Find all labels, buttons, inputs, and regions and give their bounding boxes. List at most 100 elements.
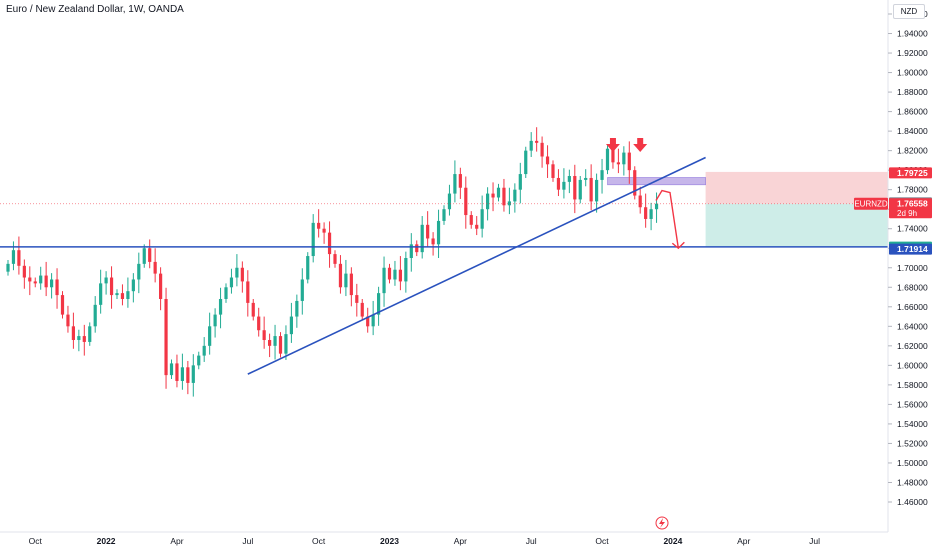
currency-selector[interactable]: NZD [893,4,925,19]
candle-body [355,295,359,303]
price-tick-label: 1.68000 [897,282,928,292]
candle [333,250,337,268]
candle-body [208,326,212,346]
candle [464,176,468,229]
candle [436,209,441,258]
candle-body [529,140,533,151]
candle-body [524,150,528,175]
candle [447,184,452,216]
candle-body [611,148,615,163]
price-tick-label: 1.94000 [897,29,928,39]
candle [148,239,152,269]
candle-body [311,222,315,257]
price-label-bg [889,198,932,219]
candle [229,268,234,294]
candle-body [382,267,386,294]
price-tick-label: 1.88000 [897,87,928,97]
candle-body [562,181,566,190]
time-tick-label: Apr [737,536,750,546]
candle [366,307,370,333]
time-tick-label: 2022 [97,536,116,546]
candle [218,287,223,329]
lightning-icon[interactable] [655,516,669,530]
price-tick-label: 1.46000 [897,497,928,507]
price-label-text: 1.76558 [897,199,928,209]
candle [404,251,408,293]
candle [295,294,299,328]
candle-body [268,339,272,346]
candle [524,146,528,178]
candle-body [491,193,495,198]
candle [11,241,16,271]
candle [371,300,375,336]
candle-body [164,298,168,376]
candle [415,240,419,257]
candle [627,141,631,184]
candle [235,254,239,287]
ascending-trendline[interactable] [247,156,706,375]
marker-head [633,144,648,152]
candle-body [436,220,441,245]
candle-body [289,316,293,335]
candle [246,270,250,317]
price-tick-label: 1.90000 [897,68,928,78]
candle [251,298,255,321]
candle-body [88,326,92,342]
candle-body [600,170,604,180]
price-label-text: 1.79725 [897,168,928,178]
candle [496,183,501,202]
candle-body [567,176,571,182]
candle [458,167,462,199]
candle-body [131,279,135,292]
candle [66,305,70,333]
candle [567,169,571,194]
candle-body [278,336,283,354]
price-label-bg [889,243,932,255]
candle-body [584,177,588,180]
price-tick-label: 1.52000 [897,438,928,448]
candle [257,307,261,337]
candle [502,178,506,212]
candle-body [17,250,21,266]
candle-body [458,174,462,188]
candle [491,182,495,212]
candle [480,195,484,238]
marker-stem [637,138,644,144]
time-tick-label: Oct [312,536,326,546]
candle [518,162,522,204]
candle [71,312,75,349]
price-tick-label: 1.84000 [897,126,928,136]
candle [327,221,332,268]
candle-body [393,269,397,280]
candle [289,302,293,343]
price-tick-label: 1.58000 [897,380,928,390]
candle-body [387,267,392,280]
candle-body [55,279,59,296]
candle-body [398,269,402,282]
candle-body [109,277,114,296]
candle [600,158,604,194]
candle-body [415,244,419,253]
candle-body [240,267,244,282]
candle [426,211,430,248]
candle-body [322,228,326,233]
candle-body [33,281,37,284]
candle [605,144,610,175]
candle [453,160,457,203]
symbol-tag: EURNZD [854,200,888,209]
candle-body [93,304,97,327]
candle-body [573,176,577,200]
candle [306,252,310,284]
price-tick-label: 1.56000 [897,399,928,409]
candle-body [99,283,103,305]
candle [540,136,544,168]
candle [649,202,653,231]
candle [633,166,637,200]
candle [360,298,364,321]
projected-path-arrow [655,189,680,249]
candle-body [273,336,277,346]
candle-body [137,263,141,280]
candle [44,261,48,297]
